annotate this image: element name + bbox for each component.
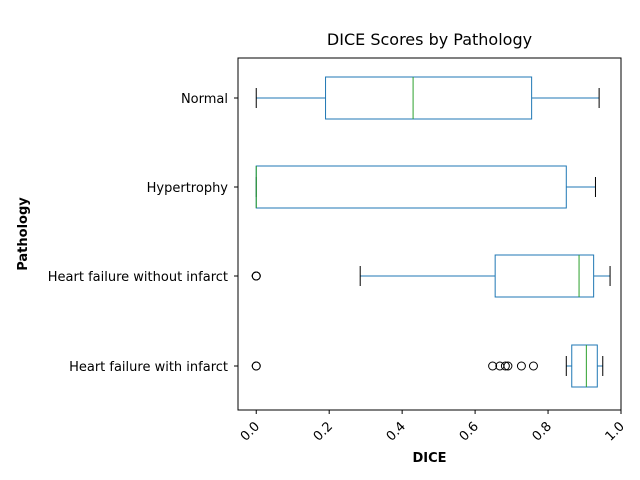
y-tick-label: Hypertrophy bbox=[147, 181, 229, 196]
iqr-box bbox=[571, 344, 598, 388]
iqr-box bbox=[325, 76, 533, 120]
outlier-point bbox=[488, 361, 498, 371]
x-tick-label: 0.0 bbox=[238, 419, 263, 444]
y-tick-label: Heart failure without infarct bbox=[48, 270, 228, 285]
outlier-point bbox=[516, 361, 526, 371]
outlier-point bbox=[503, 361, 513, 371]
outlier-point bbox=[500, 361, 510, 371]
chart-title: DICE Scores by Pathology bbox=[327, 30, 532, 49]
outlier-point bbox=[528, 361, 538, 371]
y-tick-label: Normal bbox=[181, 92, 228, 107]
x-axis-label: DICE bbox=[412, 451, 446, 466]
box-group bbox=[255, 76, 600, 120]
x-tick-label: 1.0 bbox=[603, 419, 628, 444]
x-tick-label: 0.6 bbox=[457, 419, 482, 444]
box-group bbox=[251, 254, 611, 298]
outlier-point bbox=[251, 271, 261, 281]
iqr-box bbox=[494, 254, 595, 298]
box-group bbox=[251, 344, 604, 388]
x-tick-label: 0.2 bbox=[311, 419, 336, 444]
iqr-box bbox=[255, 165, 567, 209]
x-tick-label: 0.8 bbox=[530, 419, 555, 444]
plot-area bbox=[237, 57, 622, 411]
outlier-point bbox=[251, 361, 261, 371]
y-axis-label: Pathology bbox=[16, 197, 31, 271]
x-tick-label: 0.4 bbox=[384, 419, 409, 444]
y-tick-label: Heart failure with infarct bbox=[69, 360, 228, 375]
box-group bbox=[255, 165, 596, 209]
